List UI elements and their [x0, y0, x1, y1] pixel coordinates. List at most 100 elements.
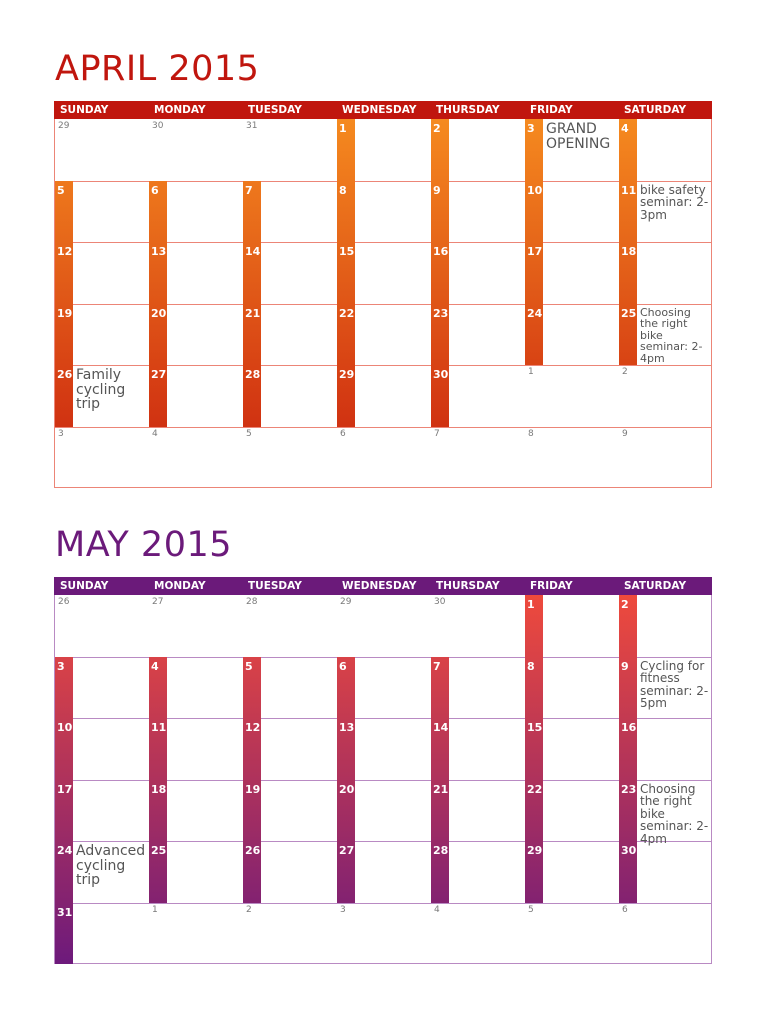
day-cell-outside-month[interactable]: 6 — [619, 903, 713, 965]
day-cell[interactable]: 9 — [431, 180, 525, 242]
day-cell[interactable]: 3 — [55, 656, 149, 718]
day-cell[interactable]: 15 — [337, 242, 431, 304]
day-cell[interactable]: 29 — [337, 365, 431, 427]
day-cell-outside-month[interactable]: 1 — [149, 903, 243, 965]
event-note[interactable]: Advanced cycling trip — [76, 843, 146, 889]
day-cell[interactable]: 22 — [525, 779, 619, 841]
date-number-outside: 29 — [58, 121, 70, 131]
day-cell[interactable]: 8 — [525, 656, 619, 718]
day-cell-outside-month[interactable]: 27 — [149, 595, 243, 657]
event-note[interactable]: Cycling for fitness seminar: 2-5pm — [640, 658, 709, 711]
day-cell[interactable]: 1 — [525, 595, 619, 657]
day-cell[interactable]: 20 — [337, 779, 431, 841]
day-cell[interactable]: 7 — [243, 180, 337, 242]
day-cell[interactable]: 29 — [525, 841, 619, 903]
day-cell-outside-month[interactable]: 8 — [525, 427, 619, 489]
event-note[interactable]: GRAND OPENING — [546, 121, 611, 152]
day-cell[interactable]: 13 — [149, 242, 243, 304]
day-cell[interactable]: 24 Advanced cycling trip — [55, 841, 149, 903]
day-cell[interactable]: 21 — [243, 303, 337, 365]
day-cell[interactable]: 7 — [431, 656, 525, 718]
day-cell-outside-month[interactable]: 26 — [55, 595, 149, 657]
day-cell-outside-month[interactable]: 2 — [243, 903, 337, 965]
day-cell[interactable]: 17 — [55, 779, 149, 841]
date-number: 20 — [339, 782, 355, 796]
day-cell[interactable]: 16 — [431, 242, 525, 304]
day-cell-outside-month[interactable]: 28 — [243, 595, 337, 657]
day-cell-outside-month[interactable]: 29 — [337, 595, 431, 657]
day-cell[interactable]: 2 — [619, 595, 713, 657]
day-cell[interactable]: 21 — [431, 779, 525, 841]
date-number: 14 — [245, 245, 261, 258]
day-cell-outside-month[interactable]: 1 — [525, 365, 619, 427]
day-cell[interactable]: 8 — [337, 180, 431, 242]
day-cell[interactable]: 16 — [619, 718, 713, 780]
day-cell-outside-month[interactable]: 6 — [337, 427, 431, 489]
event-note[interactable]: Choosing the right bike seminar: 2-4pm — [640, 781, 709, 846]
event-note[interactable]: bike safety seminar: 2-3pm — [640, 182, 709, 222]
day-cell[interactable]: 12 — [243, 718, 337, 780]
day-cell[interactable]: 26 Family cycling trip — [55, 365, 149, 427]
day-cell-outside-month[interactable]: 7 — [431, 427, 525, 489]
day-cell-outside-month[interactable]: 31 — [243, 119, 337, 181]
day-cell[interactable]: 18 — [149, 779, 243, 841]
day-cell-outside-month[interactable]: 3 — [337, 903, 431, 965]
day-cell[interactable]: 31 — [55, 902, 149, 964]
day-cell[interactable]: 4 — [149, 656, 243, 718]
day-cell[interactable]: 26 — [243, 841, 337, 903]
day-cell-outside-month[interactable]: 30 — [431, 595, 525, 657]
day-cell[interactable]: 9 Cycling for fitness seminar: 2-5pm — [619, 656, 713, 718]
date-number: 25 — [151, 844, 167, 857]
day-cell[interactable]: 10 — [525, 180, 619, 242]
date-number-outside: 31 — [246, 121, 258, 131]
day-cell[interactable]: 30 — [619, 841, 713, 903]
day-cell[interactable]: 15 — [525, 718, 619, 780]
day-cell[interactable]: 14 — [431, 718, 525, 780]
day-cell[interactable]: 11 bike safety seminar: 2-3pm — [619, 180, 713, 242]
day-cell[interactable]: 5 — [55, 180, 149, 242]
day-cell[interactable]: 17 — [525, 242, 619, 304]
event-note[interactable]: Choosing the right bike seminar: 2-4pm — [640, 305, 703, 365]
day-cell[interactable]: 11 — [149, 718, 243, 780]
day-cell[interactable]: 25 — [149, 841, 243, 903]
date-number-outside: 1 — [152, 904, 158, 915]
day-cell-outside-month[interactable]: 3 — [55, 427, 149, 489]
day-cell[interactable]: 18 — [619, 242, 713, 304]
day-cell[interactable]: 24 — [525, 303, 619, 365]
day-cell[interactable]: 28 — [431, 841, 525, 903]
day-cell[interactable]: 30 — [431, 365, 525, 427]
date-number-outside: 29 — [340, 597, 352, 607]
day-cell-outside-month[interactable]: 29 — [55, 119, 149, 181]
day-cell[interactable]: 19 — [55, 303, 149, 365]
day-cell[interactable]: 1 — [337, 119, 431, 181]
day-cell-outside-month[interactable]: 4 — [431, 903, 525, 965]
day-cell[interactable]: 3 GRAND OPENING — [525, 119, 619, 181]
day-cell[interactable]: 2 — [431, 119, 525, 181]
day-cell[interactable]: 10 — [55, 718, 149, 780]
day-cell[interactable]: 6 — [337, 656, 431, 718]
day-cell-outside-month[interactable]: 2 — [619, 365, 713, 427]
day-cell[interactable]: 27 — [337, 841, 431, 903]
day-cell[interactable]: 14 — [243, 242, 337, 304]
event-note[interactable]: Family cycling trip — [76, 367, 126, 413]
date-number: 6 — [151, 183, 159, 197]
day-cell[interactable]: 6 — [149, 180, 243, 242]
day-cell[interactable]: 12 — [55, 242, 149, 304]
day-cell[interactable]: 20 — [149, 303, 243, 365]
day-cell[interactable]: 23 — [431, 303, 525, 365]
day-cell-outside-month[interactable]: 5 — [525, 903, 619, 965]
day-cell[interactable]: 27 — [149, 365, 243, 427]
day-cell[interactable]: 19 — [243, 779, 337, 841]
day-cell[interactable]: 28 — [243, 365, 337, 427]
day-cell-outside-month[interactable]: 4 — [149, 427, 243, 489]
date-number-outside: 27 — [152, 597, 164, 607]
day-cell[interactable]: 22 — [337, 303, 431, 365]
day-cell-outside-month[interactable]: 9 — [619, 427, 713, 489]
day-cell[interactable]: 5 — [243, 656, 337, 718]
day-cell[interactable]: 25 Choosing the right bike seminar: 2-4pm — [619, 303, 713, 365]
day-cell[interactable]: 13 — [337, 718, 431, 780]
day-cell[interactable]: 23 Choosing the right bike seminar: 2-4pm — [619, 779, 713, 845]
day-cell[interactable]: 4 — [619, 119, 713, 181]
day-cell-outside-month[interactable]: 5 — [243, 427, 337, 489]
day-cell-outside-month[interactable]: 30 — [149, 119, 243, 181]
